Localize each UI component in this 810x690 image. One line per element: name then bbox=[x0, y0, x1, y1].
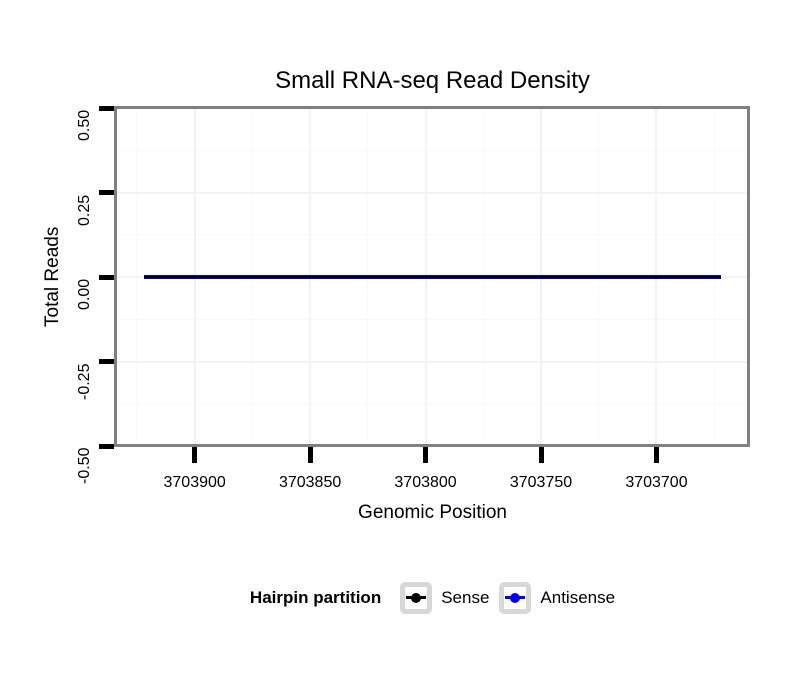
gridline-minor-y bbox=[117, 318, 747, 320]
legend-label-antisense: Antisense bbox=[540, 588, 616, 607]
x-tick-label: 3703800 bbox=[394, 474, 457, 491]
x-tick-label: 3703750 bbox=[509, 474, 573, 491]
x-axis-tick bbox=[538, 447, 544, 463]
legend-entry-antisense: Antisense bbox=[499, 582, 615, 614]
y-tick-label: -0.50 bbox=[76, 447, 93, 484]
sense-point-icon bbox=[411, 593, 422, 603]
y-tick-label: 0.00 bbox=[76, 278, 93, 310]
gridline-minor-y bbox=[117, 234, 747, 236]
y-axis-tick bbox=[99, 105, 114, 111]
legend: Hairpin partition Sense Antisense bbox=[115, 582, 750, 614]
legend-label-sense: Sense bbox=[441, 588, 490, 607]
legend-title: Hairpin partition bbox=[249, 588, 382, 607]
y-tick-label: 0.25 bbox=[76, 194, 93, 226]
x-axis-label: Genomic Position bbox=[358, 502, 507, 523]
plot-title: Small RNA-seq Read Density bbox=[275, 67, 590, 94]
y-axis-tick bbox=[99, 190, 114, 195]
y-axis-label: Total Reads bbox=[42, 226, 63, 327]
y-axis-tick bbox=[99, 359, 114, 364]
x-axis-tick bbox=[307, 447, 313, 463]
plot-area bbox=[117, 109, 747, 444]
x-tick-label: 3703850 bbox=[278, 474, 342, 491]
x-tick-label: 3703700 bbox=[625, 474, 688, 491]
x-tick-label: 3703900 bbox=[163, 474, 226, 491]
y-axis-tick bbox=[99, 274, 114, 280]
y-tick-label: 0.50 bbox=[76, 109, 93, 141]
antisense-point-icon bbox=[510, 593, 521, 603]
x-axis-tick bbox=[192, 447, 198, 463]
gridline-major-y bbox=[117, 191, 747, 194]
gridline-minor-y bbox=[117, 403, 747, 405]
legend-key-sense-icon bbox=[400, 582, 433, 614]
legend-entry-sense: Sense bbox=[400, 582, 489, 614]
gridline-minor-y bbox=[117, 149, 747, 151]
data-line-sense bbox=[143, 276, 722, 278]
x-axis-tick bbox=[423, 447, 429, 463]
x-axis-tick bbox=[653, 447, 659, 463]
gridline-major-y bbox=[117, 360, 747, 363]
y-axis-tick bbox=[99, 443, 114, 449]
legend-key-antisense-icon bbox=[499, 582, 532, 614]
y-tick-label: -0.25 bbox=[76, 363, 93, 400]
